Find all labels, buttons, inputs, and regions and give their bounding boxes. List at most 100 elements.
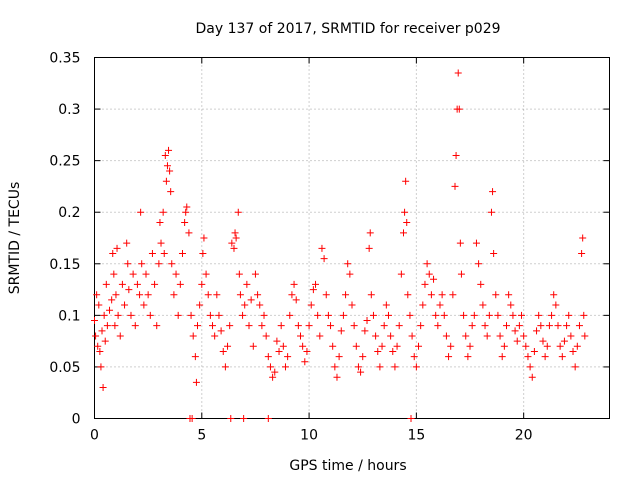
data-point bbox=[526, 363, 534, 371]
data-point bbox=[202, 270, 210, 278]
data-point bbox=[102, 280, 110, 288]
data-point bbox=[185, 229, 193, 237]
data-point bbox=[376, 363, 384, 371]
x-axis-label: GPS time / hours bbox=[289, 458, 406, 474]
data-point bbox=[500, 342, 508, 350]
data-point bbox=[382, 301, 390, 309]
data-point bbox=[550, 291, 558, 299]
data-point bbox=[406, 311, 414, 319]
y-tick-label: 0.15 bbox=[49, 257, 80, 273]
data-point bbox=[363, 317, 371, 325]
data-point bbox=[475, 260, 483, 268]
data-point bbox=[129, 270, 137, 278]
data-point bbox=[350, 322, 358, 330]
data-point bbox=[95, 301, 103, 309]
data-point bbox=[374, 347, 382, 355]
data-point bbox=[281, 363, 289, 371]
data-point bbox=[209, 322, 217, 330]
data-point bbox=[425, 270, 433, 278]
data-point bbox=[108, 296, 116, 304]
data-point bbox=[160, 249, 168, 257]
x-tick-label: 0 bbox=[90, 428, 99, 444]
data-point bbox=[273, 337, 281, 345]
data-point bbox=[539, 337, 547, 345]
data-point bbox=[367, 291, 375, 299]
data-point bbox=[198, 280, 206, 288]
data-point bbox=[400, 229, 407, 237]
data-point bbox=[391, 363, 399, 371]
data-point bbox=[528, 373, 536, 381]
data-point bbox=[575, 322, 583, 330]
data-point bbox=[292, 296, 300, 304]
data-point bbox=[163, 162, 171, 170]
data-point bbox=[434, 322, 442, 330]
data-point bbox=[316, 332, 324, 340]
data-point bbox=[479, 301, 487, 309]
y-tick-label: 0.2 bbox=[58, 205, 80, 221]
series-baseline bbox=[186, 415, 415, 422]
data-point bbox=[299, 342, 307, 350]
data-point bbox=[156, 219, 164, 227]
data-point bbox=[387, 332, 395, 340]
data-point bbox=[456, 239, 464, 247]
data-point bbox=[565, 311, 573, 319]
data-point bbox=[412, 363, 420, 371]
data-point bbox=[258, 322, 266, 330]
data-point bbox=[181, 219, 189, 227]
data-point bbox=[578, 249, 586, 257]
data-point bbox=[217, 327, 225, 335]
data-point bbox=[470, 311, 478, 319]
data-point bbox=[286, 311, 294, 319]
data-point bbox=[410, 353, 418, 361]
data-point bbox=[172, 270, 180, 278]
data-point bbox=[159, 208, 167, 216]
data-point bbox=[174, 311, 182, 319]
data-point bbox=[305, 322, 313, 330]
data-point bbox=[505, 291, 513, 299]
data-point bbox=[509, 311, 517, 319]
data-point bbox=[93, 291, 101, 299]
data-point bbox=[137, 208, 145, 216]
data-point bbox=[451, 182, 459, 190]
data-point bbox=[118, 280, 126, 288]
data-point bbox=[579, 234, 587, 242]
data-point bbox=[408, 332, 416, 340]
series-srmtid bbox=[91, 69, 589, 392]
data-point bbox=[415, 342, 423, 350]
data-point bbox=[260, 311, 268, 319]
data-point bbox=[294, 322, 302, 330]
data-point bbox=[221, 363, 229, 371]
data-point bbox=[142, 270, 150, 278]
data-point bbox=[333, 373, 341, 381]
data-point bbox=[271, 368, 279, 376]
data-point bbox=[571, 363, 579, 371]
data-point bbox=[262, 332, 270, 340]
data-point bbox=[200, 234, 208, 242]
data-point bbox=[427, 291, 435, 299]
data-point bbox=[157, 239, 165, 247]
x-tick-label: 10 bbox=[300, 428, 318, 444]
data-point bbox=[155, 260, 163, 268]
data-point bbox=[581, 332, 589, 340]
data-point bbox=[301, 358, 309, 366]
data-point bbox=[92, 332, 100, 340]
y-tick-label: 0.1 bbox=[58, 308, 80, 324]
data-point bbox=[199, 249, 207, 257]
data-point bbox=[264, 415, 272, 422]
data-point bbox=[219, 347, 227, 355]
data-point bbox=[240, 415, 248, 422]
data-point bbox=[231, 229, 239, 237]
data-point bbox=[535, 311, 543, 319]
data-point bbox=[438, 291, 446, 299]
data-point bbox=[266, 363, 274, 371]
data-point bbox=[232, 234, 240, 242]
data-point bbox=[449, 291, 457, 299]
data-point bbox=[477, 280, 485, 288]
data-point bbox=[445, 353, 453, 361]
data-point bbox=[515, 322, 523, 330]
data-point bbox=[121, 301, 129, 309]
data-point bbox=[489, 188, 497, 196]
data-point bbox=[537, 322, 545, 330]
data-points bbox=[91, 69, 589, 422]
